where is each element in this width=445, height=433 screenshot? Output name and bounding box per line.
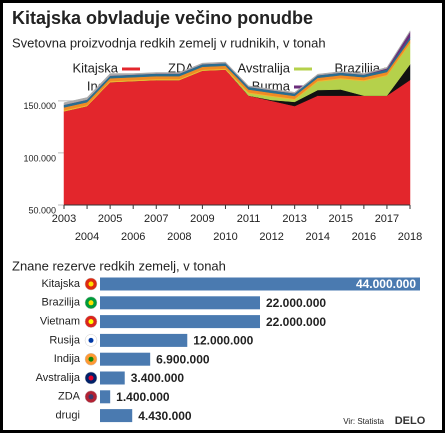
bar: [100, 409, 133, 423]
bar: [100, 296, 260, 310]
x-tick-label: 2005: [98, 213, 122, 225]
subtitle: Svetovna proizvodnja redkih zemelj v rud…: [12, 35, 326, 50]
flag-detail: [88, 281, 94, 287]
flag-detail: [88, 356, 94, 362]
logo: DELO: [395, 415, 426, 427]
y-tick-label: 50.000: [28, 205, 56, 215]
flag-detail: [88, 319, 94, 325]
title: Kitajska obvladuje večino ponudbe: [12, 8, 313, 28]
category-label: Indija: [54, 353, 81, 365]
x-tick-label: 2004: [75, 231, 99, 243]
x-tick-label: 2008: [167, 231, 191, 243]
flag-detail: [88, 300, 94, 306]
value-label: 3.400.000: [131, 371, 185, 385]
bar: [100, 315, 260, 329]
value-label: 44.000.000: [356, 277, 416, 291]
x-tick-label: 2003: [52, 213, 76, 225]
category-label: Kitajska: [41, 278, 80, 290]
bar: [100, 371, 125, 385]
value-label: 6.900.000: [156, 352, 210, 366]
y-tick-label: 150.000: [23, 101, 56, 111]
category-label: Avstralija: [36, 372, 81, 384]
y-tick-label: 100.000: [23, 153, 56, 163]
x-tick-label: 2016: [352, 231, 376, 243]
x-tick-label: 2011: [237, 213, 261, 225]
source: Vir: Statista: [343, 417, 384, 426]
subtitle: Znane rezerve redkih zemelj, v tonah: [12, 258, 226, 273]
value-label: 12.000.000: [193, 334, 253, 348]
flag-detail: [88, 375, 94, 381]
bar: [100, 333, 188, 347]
x-tick-label: 2009: [190, 213, 214, 225]
x-tick-label: 2014: [305, 231, 329, 243]
category-label: Vietnam: [40, 316, 80, 328]
bar: [100, 390, 111, 404]
x-tick-label: 2017: [375, 213, 399, 225]
value-label: 1.400.000: [116, 390, 170, 404]
area: [63, 29, 411, 106]
category-label: Brazilija: [41, 297, 80, 309]
category-label: Rusija: [49, 334, 80, 346]
x-tick-label: 2018: [398, 231, 422, 243]
value-label: 22.000.000: [266, 296, 326, 310]
x-tick-label: 2013: [282, 213, 306, 225]
x-tick-label: 2010: [213, 231, 237, 243]
x-tick-label: 2006: [121, 231, 145, 243]
value-label: 4.430.000: [138, 409, 192, 423]
x-tick-label: 2015: [329, 213, 353, 225]
x-tick-label: 2007: [144, 213, 168, 225]
flag-detail: [88, 394, 94, 400]
legend-label: Kitajska: [72, 60, 118, 75]
legend-label: Avstralija: [237, 60, 290, 75]
category-label: drugi: [56, 410, 80, 422]
x-tick-label: 2012: [259, 231, 283, 243]
legend-label: Brazilija: [334, 60, 380, 75]
bar: [100, 277, 420, 291]
category-label: ZDA: [58, 391, 81, 403]
value-label: 22.000.000: [266, 315, 326, 329]
flag-detail: [88, 337, 94, 343]
bar: [100, 352, 151, 366]
